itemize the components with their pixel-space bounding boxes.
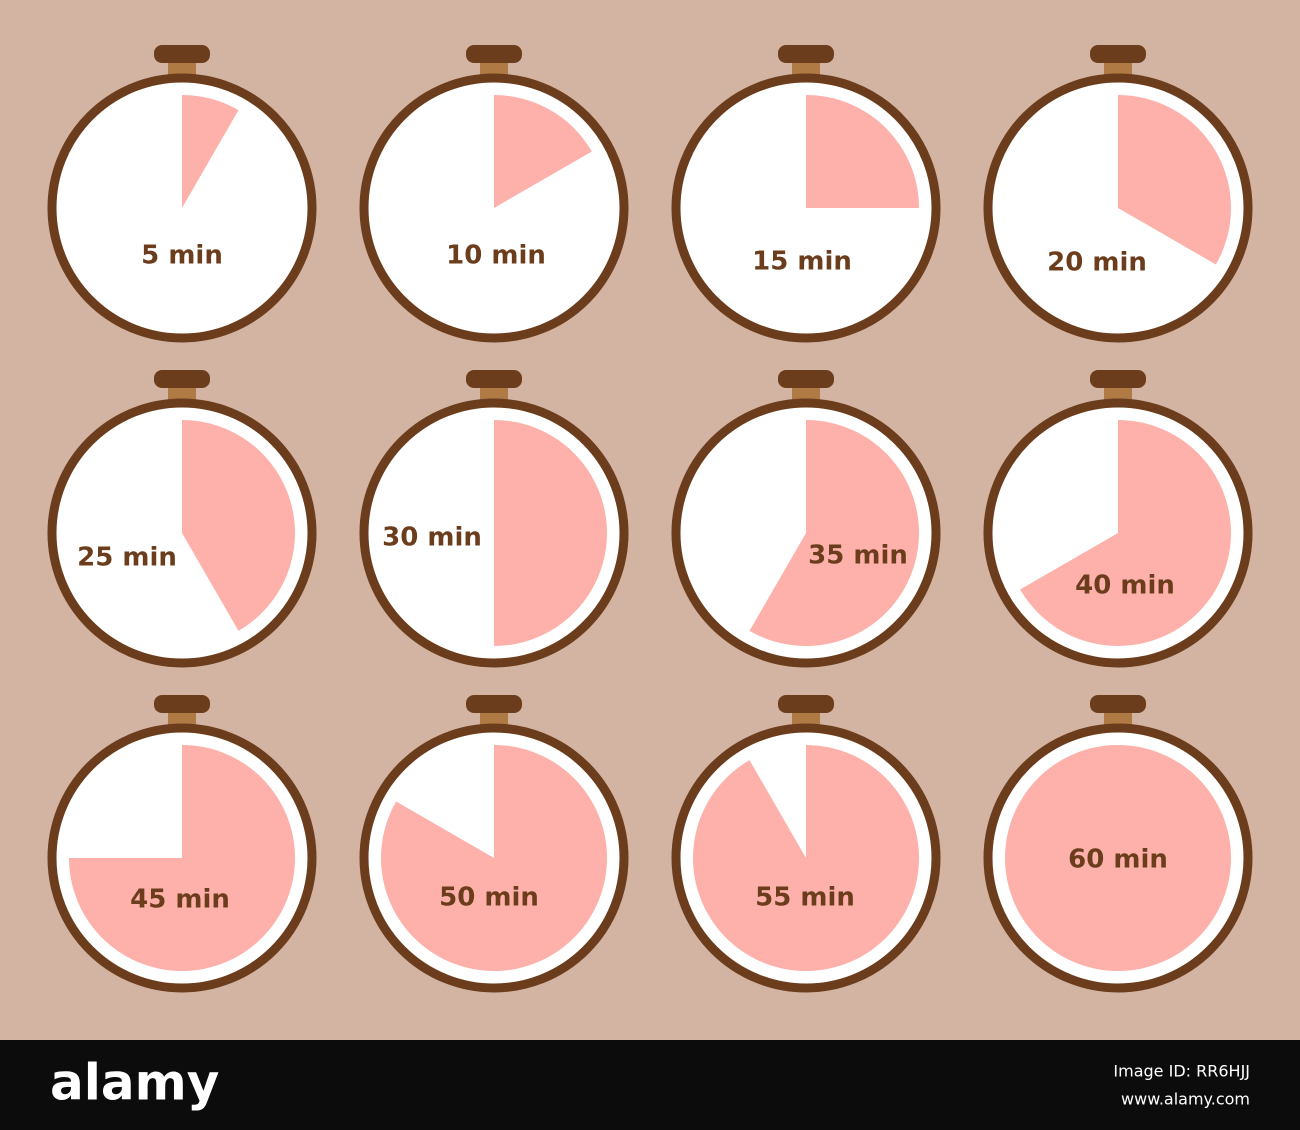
elapsed-sector [381,745,608,971]
timer-label: 5 min [141,241,223,271]
timer-label: 15 min [752,247,852,277]
timer-label: 25 min [77,543,177,573]
elapsed-sector [1020,420,1231,646]
timer-button [466,45,522,63]
timer-button [778,695,834,713]
elapsed-sector [806,95,919,208]
url: www.alamy.com [1121,1090,1250,1109]
timer-label: 50 min [439,883,539,913]
elapsed-sector [494,420,607,646]
elapsed-sector [1005,745,1231,971]
timer-label: 60 min [1068,845,1168,875]
timer-button [154,370,210,388]
timer-button [466,695,522,713]
timer-button [466,370,522,388]
timer-button [154,695,210,713]
timer-button [1090,695,1146,713]
elapsed-sector [182,420,296,631]
elapsed-sector [494,95,592,208]
footer-bar [0,1040,1300,1130]
elapsed-sector [182,95,239,208]
elapsed-sector [69,745,295,971]
timer-button [154,45,210,63]
brand: alamy [50,1054,219,1112]
elapsed-sector [693,745,920,972]
elapsed-sector [1118,95,1231,265]
timer-label: 10 min [446,241,546,271]
timer-label: 45 min [130,885,230,915]
timer-label: 20 min [1047,248,1147,278]
timer-label: 30 min [382,523,482,553]
timer-label: 35 min [808,541,908,571]
timer-label: 55 min [755,883,855,913]
timer-button [1090,370,1146,388]
timer-button [778,370,834,388]
elapsed-sector [749,420,919,646]
timer-label: 40 min [1075,571,1175,601]
timer-button [1090,45,1146,63]
timer-button [778,45,834,63]
image-id: Image ID: RR6HJJ [1113,1062,1250,1081]
